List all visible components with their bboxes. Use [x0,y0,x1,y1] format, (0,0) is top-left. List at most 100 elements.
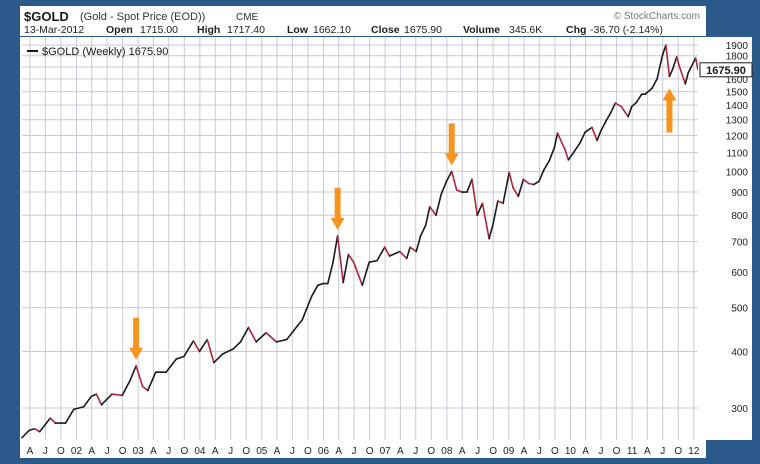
x-tick-label: J [599,446,604,457]
series-segment [383,246,391,257]
series-segment [342,253,350,284]
x-tick-label: A [212,446,219,457]
open-value: 1715.00 [140,24,178,36]
series-segment [502,171,510,205]
chg-label: Chg [566,24,586,36]
series-segment [675,56,681,68]
y-tick-label: 1300 [726,116,749,127]
high-value: 1717.40 [227,24,265,36]
series-segment [553,132,559,149]
y-tick-label: 300 [731,404,748,415]
header-band [20,6,706,36]
x-tick-label: O [180,446,188,457]
legend: $GOLD (Weekly) 1675.90 [27,46,168,58]
x-tick-label: A [88,446,95,457]
series-segment [368,259,378,263]
series-segment [508,171,514,189]
annotation-arrow [129,317,144,360]
series-segment [183,340,195,358]
series-segment [100,393,113,406]
series-segment [198,338,209,353]
open-label: Open [106,24,133,36]
series-segment [95,393,103,406]
y-tick-label: 1600 [726,75,749,86]
series-segment [488,224,494,240]
x-tick-label: O [57,446,65,457]
last-price-label: 1675.90 [706,65,746,77]
series-segment [38,417,52,433]
y-tick-label: 600 [731,268,748,279]
series-segment [596,130,602,142]
volume-value: 345.6K [509,24,542,36]
series-segment [512,186,520,198]
x-tick-label: 12 [688,446,700,457]
series-segment [409,246,418,253]
series-segment [424,205,431,227]
series-segment [376,246,386,262]
series-segment [584,126,593,134]
series-segment [419,224,427,237]
x-tick-label: 07 [380,446,392,457]
series-segment [694,57,699,71]
y-tick-label: 800 [731,211,748,222]
series-segment [146,371,157,392]
series-segment [435,193,443,216]
price-series [21,44,699,439]
series-segment [656,54,664,80]
x-tick-label: O [427,446,435,457]
series-segment [548,146,556,162]
series-segment [591,126,598,142]
description-label: (Gold - Spot Price (EOD)) [80,11,205,23]
y-tick-label: 1100 [726,149,748,160]
x-axis-band [20,440,706,458]
symbol-label: $GOLD [24,9,69,24]
x-tick-label: 11 [627,446,638,457]
annotation-arrow [662,88,677,133]
x-tick-label: J [166,446,171,457]
series-segment [627,105,633,118]
x-tick-label: O [242,446,250,457]
series-segment [232,341,242,350]
grid-lines [22,37,698,440]
x-tick-label: J [290,446,295,457]
chg-value: -36.70 (-2.14%) [590,24,663,36]
x-tick-label: A [644,446,651,457]
series-segment [317,282,324,287]
series-segment [665,44,671,78]
y-tick-label: 500 [731,304,748,315]
series-segment [275,338,288,343]
series-segment [684,72,689,85]
series-segment [175,355,185,360]
series-segment [405,246,411,260]
y-tick-label: 700 [731,237,748,248]
series-segment [620,105,629,118]
series-segment [517,178,525,198]
x-tick-label: 09 [503,446,515,457]
series-segment [532,180,540,186]
series-segment [610,102,617,114]
x-tick-label: J [537,446,542,457]
series-segment [687,57,697,74]
series-segment [121,379,131,397]
series-segment [255,331,267,343]
series-segment [72,405,85,411]
series-segment [21,429,31,439]
series-segment [476,202,484,216]
series-segment [49,417,57,424]
right-axis-band [698,37,752,440]
series-segment [388,250,401,257]
series-segment [141,385,149,392]
x-tick-label: 04 [194,446,206,457]
series-segment [678,66,687,85]
series-segment [471,178,479,216]
series-segment [668,68,674,78]
watermark: © StockCharts.com [614,11,700,22]
series-segment [90,393,98,398]
low-value: 1662.10 [313,24,351,36]
x-tick-label: A [27,446,34,457]
series-segment [538,168,545,183]
x-tick-label: O [119,446,127,457]
series-segment [332,235,339,263]
y-tick-label: 1000 [726,167,749,178]
